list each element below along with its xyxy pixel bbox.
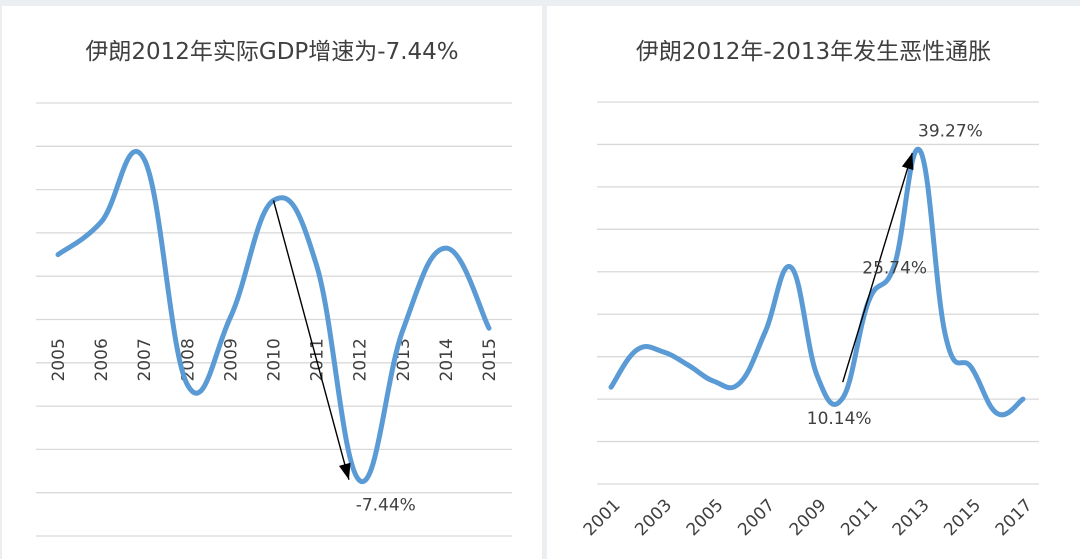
gdp-growth-line	[55, 148, 492, 484]
x-tick-label: 2011	[837, 495, 882, 540]
x-tick-label: 2003	[631, 495, 676, 540]
x-tick-label: 2001	[580, 495, 625, 540]
x-tick-label: 2007	[734, 495, 779, 540]
trend-arrow	[272, 200, 350, 480]
x-tick-label: 2007	[135, 338, 155, 381]
gdp-chart-svg: 2005 2006 2007 2008 2009 2010 2011 2012 2013 2014…	[36, 102, 512, 537]
x-tick-label: 2015	[940, 495, 985, 540]
x-tick-label: 2015	[480, 338, 500, 381]
gdp-chart-panel: 伊朗2012年实际GDP增速为-7.44% 2005 2006 2007 2008 20…	[2, 6, 542, 559]
gdp-chart-title: 伊朗2012年实际GDP增速为-7.44%	[85, 39, 459, 65]
inflation-chart-title: 伊朗2012年-2013年发生恶性通胀	[635, 39, 992, 65]
x-tick-label: 2005	[49, 338, 69, 381]
inflation-line	[608, 146, 1026, 418]
x-tick-label: 2012	[351, 338, 371, 381]
x-tick-label: 2006	[92, 338, 112, 381]
x-tick-label: 2017	[992, 495, 1037, 540]
x-tick-label: 2013	[889, 495, 934, 540]
data-label: 25.74%	[862, 258, 927, 278]
trend-arrow	[842, 152, 913, 383]
x-tick-label: 2014	[437, 338, 457, 381]
x-tick-label: 2005	[683, 495, 728, 540]
x-tick-label: 2010	[265, 338, 285, 381]
data-label: 39.27%	[918, 122, 983, 142]
data-label: -7.44%	[356, 496, 416, 516]
inflation-chart-svg: 2001 2003 2005 2007 2009 2011 2013 2015 2017 39.2…	[580, 101, 1039, 540]
inflation-chart-panel: 伊朗2012年-2013年发生恶性通胀 2001 2003 2005 2007 2009…	[547, 6, 1080, 559]
x-tick-label: 2009	[221, 338, 241, 381]
trend-arrow-head	[338, 462, 351, 480]
x-tick-label: 2011	[308, 338, 328, 381]
trend-arrow-head	[901, 152, 914, 170]
data-label: 10.14%	[807, 409, 872, 429]
x-tick-label: 2009	[786, 495, 831, 540]
